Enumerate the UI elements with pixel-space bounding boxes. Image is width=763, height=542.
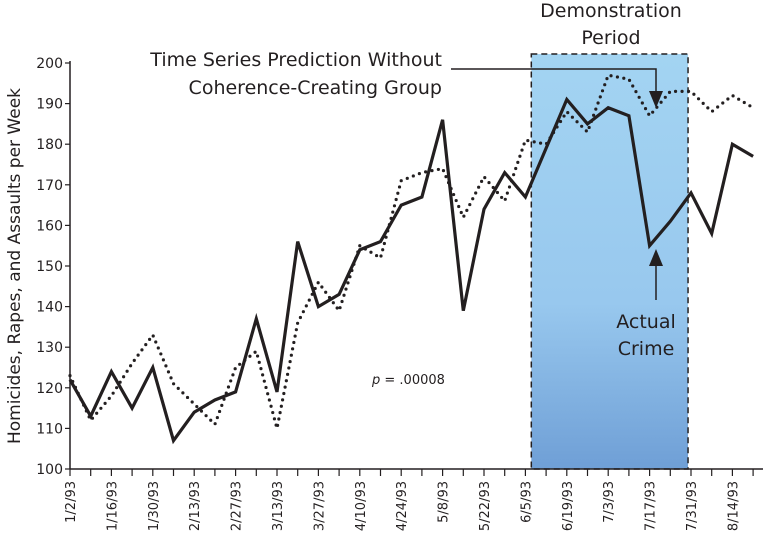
y-tick-label: 200 (36, 56, 63, 72)
actual-crime-series-line (68, 96, 754, 445)
x-tick-label: 5/22/93 (478, 481, 493, 531)
x-tick-label: 2/27/93 (230, 481, 245, 531)
prediction-label-line1: Time Series Prediction Without (149, 49, 442, 71)
p-value: = .00008 (380, 373, 445, 388)
demonstration-period-region (530, 53, 689, 470)
x-tick-label: 7/31/93 (685, 481, 700, 531)
y-tick-label: 190 (36, 97, 63, 113)
prediction-series-line (68, 73, 755, 429)
y-tick-label: 100 (36, 462, 63, 478)
y-tick-label: 130 (36, 340, 63, 356)
x-tick-label: 4/10/93 (354, 481, 369, 531)
actual-label-line2: Crime (618, 338, 675, 360)
y-axis-label: Homicides, Rapes, and Assaults per Week (5, 88, 25, 444)
x-tick-label: 5/8/93 (437, 481, 452, 523)
x-tick-label: 4/24/93 (395, 481, 410, 531)
demonstration-label-line2: Period (581, 27, 640, 49)
y-tick-label: 120 (36, 381, 63, 397)
x-tick-label: 7/17/93 (644, 481, 659, 531)
demonstration-label-line1: Demonstration (540, 0, 682, 22)
y-tick-label: 150 (36, 259, 63, 275)
x-tick-label: 7/3/93 (602, 481, 617, 523)
x-tick-label: 1/30/93 (147, 481, 162, 531)
y-tick-label: 170 (36, 178, 63, 194)
prediction-label-line2: Coherence-Creating Group (189, 77, 442, 99)
y-tick-label: 140 (36, 300, 63, 316)
p-value-label: p = .00008 (371, 373, 445, 388)
x-tick-label: 2/13/93 (188, 481, 203, 531)
x-tick-label: 8/14/93 (726, 481, 741, 531)
x-tick-label: 1/2/93 (64, 481, 79, 523)
x-tick-label: 1/16/93 (105, 481, 120, 531)
actual-arrow-head (649, 249, 663, 266)
actual-label-line1: Actual (616, 311, 676, 333)
y-tick-label: 110 (36, 421, 63, 437)
p-symbol: p (371, 373, 380, 388)
x-tick-label: 3/13/93 (271, 481, 286, 531)
x-tick-label: 3/27/93 (312, 481, 327, 531)
x-tick-label: 6/5/93 (519, 481, 534, 523)
y-tick-label: 160 (36, 218, 63, 234)
y-tick-label: 180 (36, 137, 63, 153)
prediction-arrow-line (451, 68, 657, 92)
prediction-arrow-head (649, 91, 663, 108)
x-tick-label: 6/19/93 (561, 481, 576, 531)
